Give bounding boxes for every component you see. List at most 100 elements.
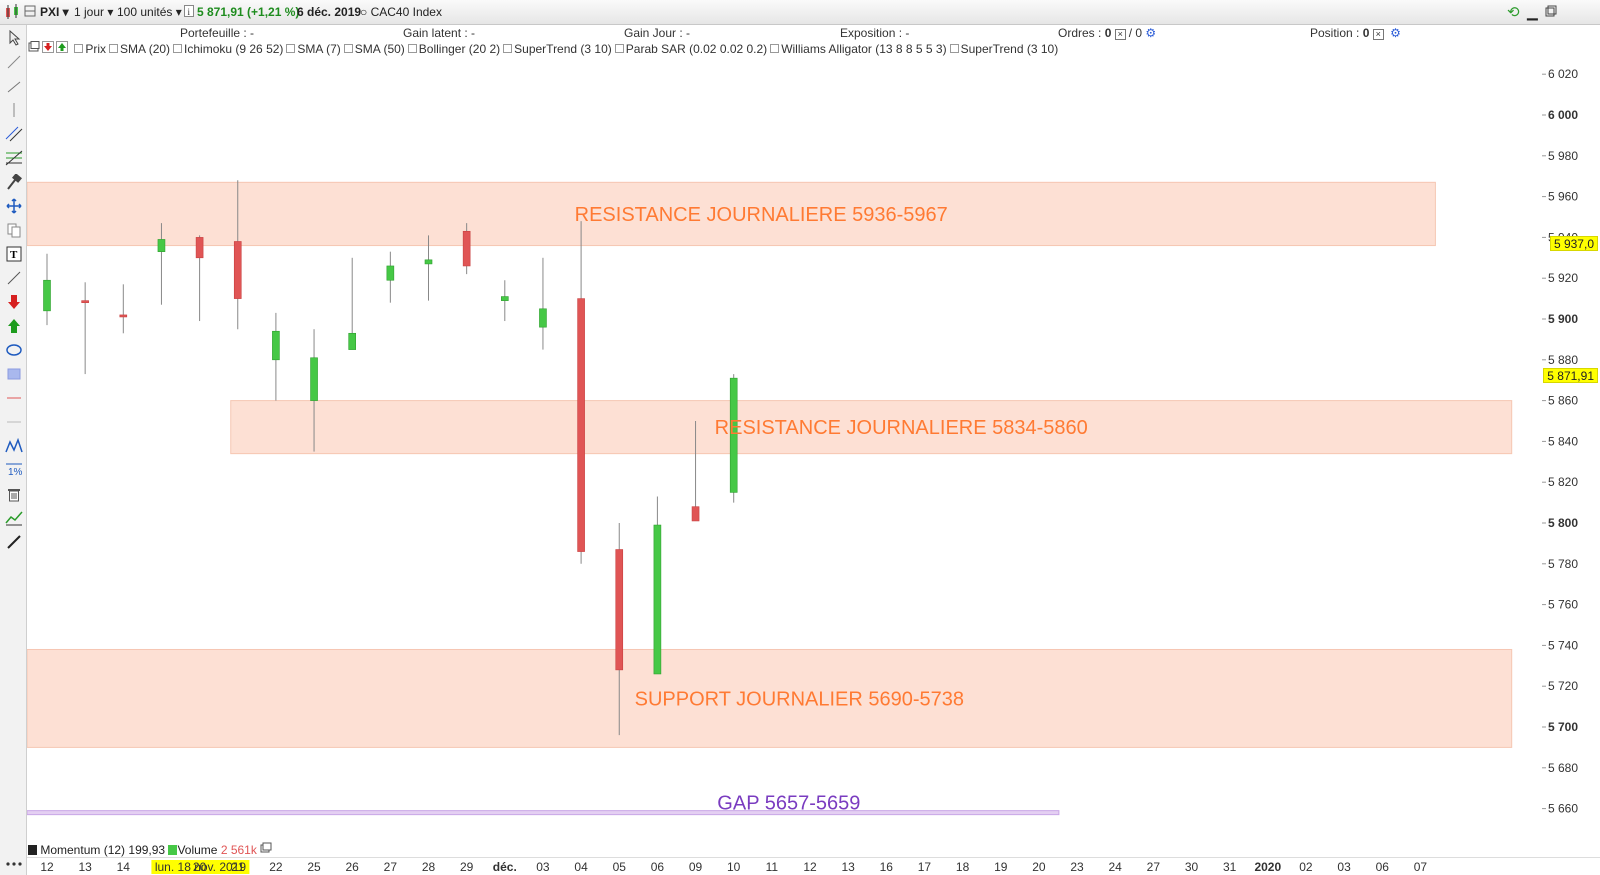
position-settings-icon[interactable]: ⚙ bbox=[1390, 26, 1401, 40]
sell-arrow-icon[interactable] bbox=[4, 292, 24, 312]
minimize-icon[interactable]: ▁ bbox=[1527, 4, 1538, 20]
date-label: 28 bbox=[421, 860, 436, 874]
indicator-toggle[interactable]: Parab SAR (0.02 0.02 0.2) bbox=[614, 41, 768, 56]
interval-label: 1 jour bbox=[74, 5, 105, 19]
restore-icon[interactable] bbox=[1545, 4, 1557, 21]
date-label: 16 bbox=[879, 860, 893, 874]
hammer-tool-icon[interactable] bbox=[4, 172, 24, 192]
date-label: 22 bbox=[269, 860, 283, 874]
copy-tool-icon[interactable] bbox=[4, 220, 24, 240]
indicator-toggle[interactable]: Ichimoku (9 26 52) bbox=[173, 42, 283, 56]
date-label: 06 bbox=[1375, 860, 1389, 874]
price-tick-label: 5 760 bbox=[1548, 598, 1578, 612]
candle-body bbox=[310, 357, 318, 401]
momentum-value: 199,93 bbox=[128, 843, 166, 857]
indicator-toggle[interactable]: Prix bbox=[74, 42, 106, 56]
indicator-checkbox[interactable] bbox=[286, 44, 296, 53]
interval-selector[interactable]: 1 jour ▾ bbox=[74, 5, 114, 19]
position-info[interactable]: Position : 0 × ⚙ bbox=[1310, 26, 1401, 40]
gain-latent-info: Gain latent : - bbox=[403, 26, 476, 40]
symbol-label: PXI bbox=[40, 5, 60, 19]
indicator-toggle[interactable]: Williams Alligator (13 8 8 5 5 3) bbox=[770, 42, 947, 56]
indicator-checkbox[interactable] bbox=[503, 44, 513, 53]
indicator-checkbox[interactable] bbox=[949, 44, 959, 53]
horizontal-line-icon[interactable] bbox=[4, 388, 24, 408]
date-label: 03 bbox=[536, 860, 550, 874]
price-tick-label: 5 960 bbox=[1548, 190, 1578, 204]
indicator-toggle[interactable]: SMA (20) bbox=[109, 42, 170, 56]
volume-label[interactable]: Volume bbox=[177, 843, 218, 857]
indicator-checkbox[interactable] bbox=[614, 44, 624, 53]
price-tick-label: 5 740 bbox=[1548, 638, 1578, 652]
indicator-label: Parab SAR (0.02 0.02 0.2) bbox=[625, 41, 768, 56]
drawing-toolbar: T 1% bbox=[0, 25, 27, 875]
rectangle-tool-icon[interactable] bbox=[4, 364, 24, 384]
ray-tool-icon[interactable] bbox=[4, 76, 24, 96]
candles-layer bbox=[43, 180, 738, 736]
price-chart[interactable]: GAP 5657-5659 RESISTANCE JOURNALIERE 593… bbox=[27, 58, 1600, 842]
channel-tool-icon[interactable] bbox=[4, 124, 24, 144]
indicator-checkbox[interactable] bbox=[109, 44, 119, 53]
date-axis: 12 13 14 lun. 18 nov. 2019 20 21 22 25 26 27 28 29 d… bbox=[27, 857, 1600, 875]
grid-icon[interactable] bbox=[24, 4, 36, 21]
position-box-icon[interactable]: × bbox=[1372, 29, 1384, 40]
date-label: 27 bbox=[1146, 860, 1161, 874]
candle-body bbox=[653, 524, 662, 675]
gap-label: GAP 5657-5659 bbox=[717, 793, 860, 815]
date-label: 24 bbox=[1108, 860, 1122, 874]
svg-text:i: i bbox=[188, 7, 191, 17]
trend-line-icon[interactable] bbox=[4, 268, 24, 288]
price-tick-label: 5 920 bbox=[1548, 271, 1578, 285]
indicator-checkbox[interactable] bbox=[173, 44, 183, 53]
candle-body bbox=[539, 308, 547, 328]
indicator-list: Prix SMA (20) Ichimoku (9 26 52) SMA (7) SMA… bbox=[74, 42, 1061, 56]
date-label: 26 bbox=[345, 860, 359, 874]
price-tick-label: 5 700 bbox=[1548, 720, 1578, 734]
text-tool-icon[interactable]: T bbox=[4, 244, 24, 264]
zone-3 bbox=[27, 648, 1513, 748]
pattern-tool-icon[interactable] bbox=[4, 436, 24, 456]
separator-line-icon[interactable] bbox=[4, 412, 24, 432]
indicator-checkbox[interactable] bbox=[74, 44, 84, 53]
indicator-toggle[interactable]: SuperTrend (3 10) bbox=[949, 42, 1058, 56]
candlestick-icon[interactable] bbox=[4, 4, 22, 21]
index-name-wrap: ○ CAC40 Index bbox=[360, 5, 442, 19]
cursor-tool-icon[interactable] bbox=[4, 28, 24, 48]
indicator-toggle-icons[interactable] bbox=[28, 41, 68, 53]
ordres-info[interactable]: Ordres : 0 ×/ 0 ⚙ bbox=[1058, 26, 1156, 40]
indicator-toggle[interactable]: Bollinger (20 2) bbox=[407, 42, 500, 56]
date-label: 12 bbox=[40, 860, 54, 874]
buy-arrow-icon[interactable] bbox=[4, 316, 24, 336]
svg-text:1%: 1% bbox=[8, 467, 23, 478]
line-tool-icon[interactable] bbox=[4, 52, 24, 72]
ellipse-tool-icon[interactable] bbox=[4, 340, 24, 360]
refresh-icon[interactable]: ⟲ bbox=[1507, 4, 1520, 21]
indicator-tool-icon[interactable] bbox=[4, 508, 24, 528]
move-tool-icon[interactable] bbox=[4, 196, 24, 216]
date-label: 19 bbox=[994, 860, 1008, 874]
portefeuille-info: Portefeuille : - bbox=[180, 26, 255, 40]
indicator-toggle[interactable]: SMA (7) bbox=[286, 42, 341, 56]
orders-box-icon[interactable]: × bbox=[1114, 29, 1126, 40]
units-selector[interactable]: 100 unités ▾ bbox=[117, 5, 182, 19]
more-tools-icon[interactable] bbox=[4, 854, 24, 874]
trash-icon[interactable] bbox=[4, 484, 24, 504]
orders-settings-icon[interactable]: ⚙ bbox=[1145, 26, 1157, 40]
symbol-selector[interactable]: PXI ▾ bbox=[40, 5, 69, 19]
percent-tool-icon[interactable]: 1% bbox=[4, 460, 24, 480]
date-label: 04 bbox=[574, 860, 588, 874]
fibonacci-tool-icon[interactable] bbox=[4, 148, 24, 168]
indicator-checkbox[interactable] bbox=[407, 44, 417, 53]
indicator-checkbox[interactable] bbox=[770, 44, 780, 53]
info-icon[interactable]: i bbox=[184, 4, 194, 21]
indicator-checkbox[interactable] bbox=[343, 44, 353, 53]
portfolio-info-bar: Portefeuille : - Gain latent : - Gain Jo… bbox=[28, 25, 1600, 40]
pen-tool-icon[interactable] bbox=[4, 532, 24, 552]
indicator-toggle[interactable]: SuperTrend (3 10) bbox=[503, 42, 612, 56]
momentum-label[interactable]: Momentum (12) bbox=[40, 843, 126, 857]
price-tick-label: 6 020 bbox=[1548, 67, 1578, 81]
vertical-line-icon[interactable] bbox=[4, 100, 24, 120]
candle-body bbox=[119, 314, 128, 318]
indicator-toggle[interactable]: SMA (50) bbox=[343, 42, 405, 56]
window-icon[interactable] bbox=[260, 842, 272, 854]
